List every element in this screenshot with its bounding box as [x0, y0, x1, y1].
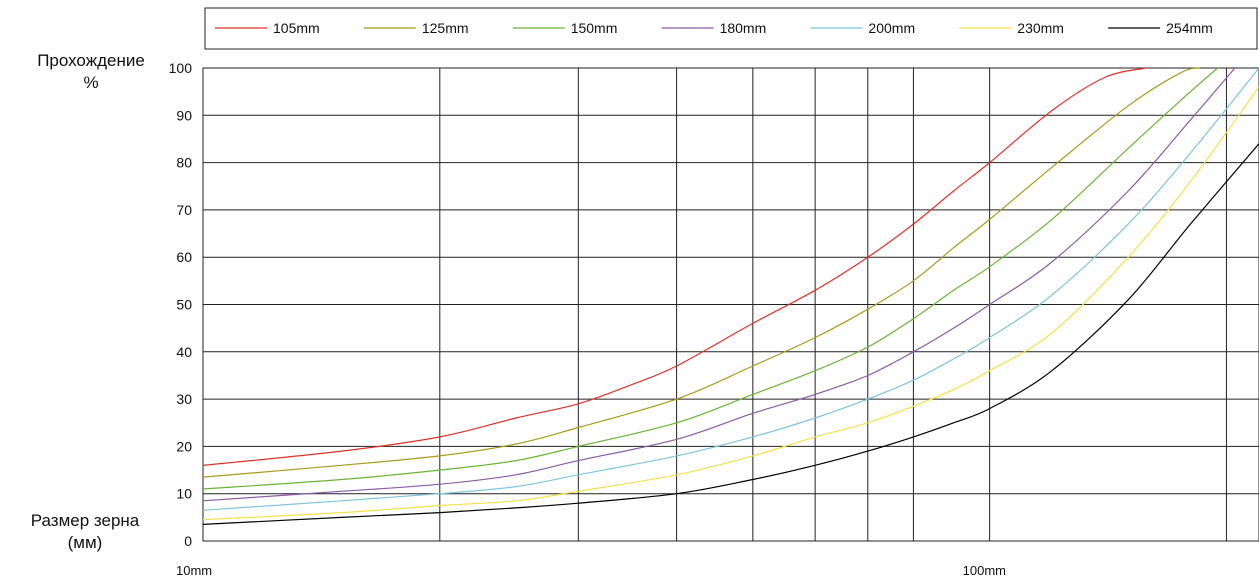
series-line-125mm [202, 67, 1200, 478]
series-line-150mm [202, 67, 1219, 490]
legend-label-105mm: 105mm [273, 20, 320, 36]
legend-label-125mm: 125mm [422, 20, 469, 36]
legend-label-254mm: 254mm [1166, 20, 1213, 36]
y-tick-label: 100 [169, 60, 193, 76]
y-tick-label: 50 [176, 297, 192, 313]
legend-label-150mm: 150mm [571, 20, 618, 36]
legend-label-200mm: 200mm [868, 20, 915, 36]
y-axis-label-line2: % [83, 73, 99, 92]
x-axis-label-line2: (мм) [67, 533, 103, 552]
y-tick-label: 30 [176, 391, 192, 407]
series-line-200mm [202, 67, 1259, 511]
x-tick-label: 100mm [963, 563, 1006, 578]
grid [202, 67, 1259, 542]
legend: 105mm 125mm 150mm 180mm 200mm 230mm 254mm [204, 7, 1258, 50]
y-tick-label: 70 [176, 202, 192, 218]
series-line-180mm [202, 67, 1236, 502]
legend-label-180mm: 180mm [720, 20, 767, 36]
y-axis-label: Прохождение % [30, 50, 152, 94]
y-axis-label-line1: Прохождение [37, 51, 145, 70]
y-tick-label: 0 [184, 533, 192, 549]
series-lines [202, 67, 1259, 525]
y-tick-labels: 0 10 20 30 40 50 60 70 80 90 100 [169, 60, 193, 549]
x-axis-label-line1: Размер зерна [30, 511, 140, 530]
y-tick-label: 10 [176, 486, 192, 502]
x-axis-label: Размер зерна (мм) [20, 510, 150, 554]
x-tick-label: 10mm [176, 563, 212, 578]
series-line-105mm [202, 67, 1147, 466]
x-tick-labels: 10mm 100mm [176, 563, 1006, 578]
y-tick-label: 80 [176, 155, 192, 171]
y-tick-label: 90 [176, 107, 192, 123]
series-line-254mm [202, 143, 1259, 525]
y-tick-label: 40 [176, 344, 192, 360]
y-tick-label: 20 [176, 438, 192, 454]
legend-label-230mm: 230mm [1017, 20, 1064, 36]
series-line-230mm [202, 86, 1259, 521]
y-tick-label: 60 [176, 249, 192, 265]
